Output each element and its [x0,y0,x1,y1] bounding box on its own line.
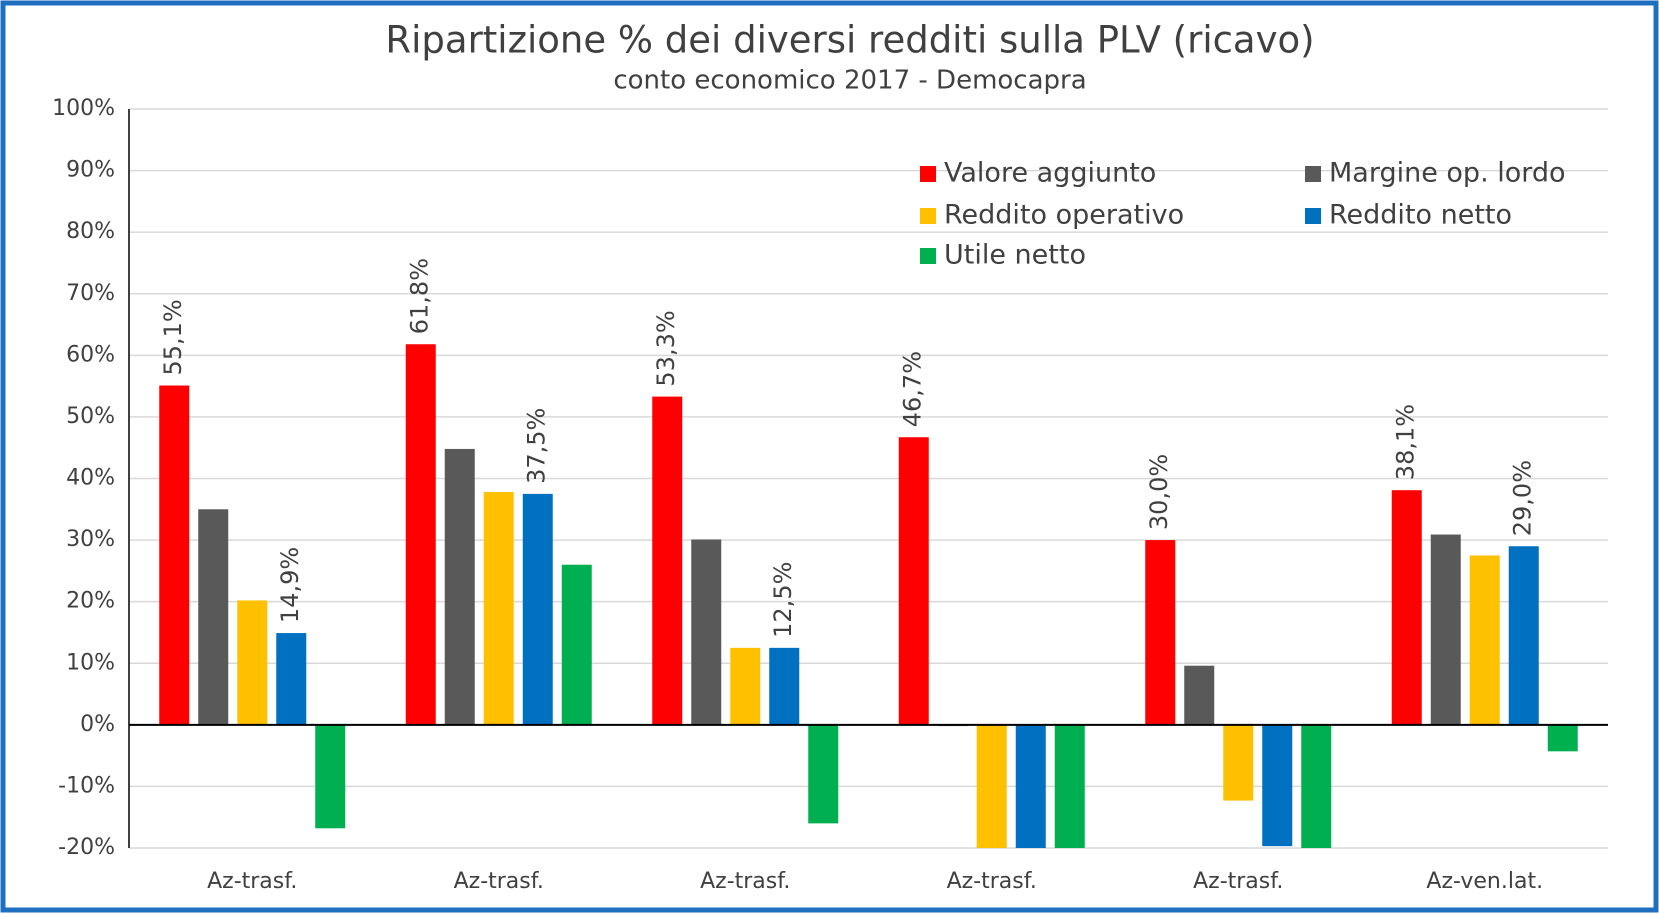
x-tick-label: Az-trasf. [207,869,297,894]
bar [1184,665,1215,725]
y-tick-label: 60% [66,342,115,367]
legend-label: Reddito operativo [944,200,1184,231]
data-label: 46,7% [899,351,927,427]
data-label: 55,1% [159,299,187,375]
x-tick-label: Az-trasf. [947,869,1037,894]
data-label: 29,0% [1509,460,1537,536]
bar [1469,555,1500,725]
bar [1301,724,1332,848]
bar [522,493,553,725]
legend-label: Reddito netto [1329,200,1512,231]
bar [1054,724,1085,848]
x-tick-label: Az-trasf. [454,869,544,894]
bar [1508,546,1539,725]
bar [1145,540,1176,725]
y-tick-label: 20% [66,589,115,614]
y-tick-label: -20% [58,835,115,860]
y-tick-label: 50% [66,404,115,429]
chart-title: Ripartizione % dei diversi redditi sulla… [385,19,1314,62]
bar [159,385,190,725]
data-label: 53,3% [652,310,680,386]
x-tick-label: Az-ven.lat. [1426,869,1543,894]
legend-swatch [920,166,936,182]
chart-subtitle: conto economico 2017 - Democapra [613,66,1086,96]
legend-label: Valore aggiunto [944,158,1156,189]
bar [315,724,346,829]
bar [976,724,1007,848]
bar [561,564,592,725]
bar [898,437,929,725]
data-label: 61,8% [406,258,434,334]
data-label: 14,9% [276,547,304,623]
bar [769,647,800,725]
legend-swatch [1305,208,1321,224]
y-tick-label: 40% [66,466,115,491]
legend-swatch [920,208,936,224]
bar [198,509,229,725]
bar [405,344,436,725]
y-tick-label: 10% [66,650,115,675]
data-label: 30,0% [1145,454,1173,530]
y-tick-label: 80% [66,219,115,244]
data-label: 12,5% [769,562,797,638]
y-tick-label: -10% [58,773,115,798]
y-tick-label: 30% [66,527,115,552]
bar [483,492,514,725]
bar [444,448,475,725]
bar [1223,724,1254,801]
bar [652,396,683,725]
bar [808,724,839,824]
legend-label: Margine op. lordo [1329,158,1566,189]
bar [1262,724,1293,847]
legend-swatch [1305,166,1321,182]
x-tick-label: Az-trasf. [700,869,790,894]
y-tick-label: 70% [66,281,115,306]
bar [1015,724,1046,848]
y-tick-label: 90% [66,158,115,183]
bar [1391,490,1422,725]
legend-swatch [920,248,936,264]
y-tick-label: 100% [52,96,115,121]
bar [691,539,722,725]
bar [276,633,307,725]
x-tick-label: Az-trasf. [1193,869,1283,894]
data-label: 38,1% [1392,404,1420,480]
bar [1547,724,1578,752]
bar [1430,534,1461,725]
legend-label: Utile netto [944,240,1086,271]
bar [730,647,761,725]
bar [237,600,268,725]
data-label: 37,5% [523,408,551,484]
y-tick-label: 0% [80,712,115,737]
